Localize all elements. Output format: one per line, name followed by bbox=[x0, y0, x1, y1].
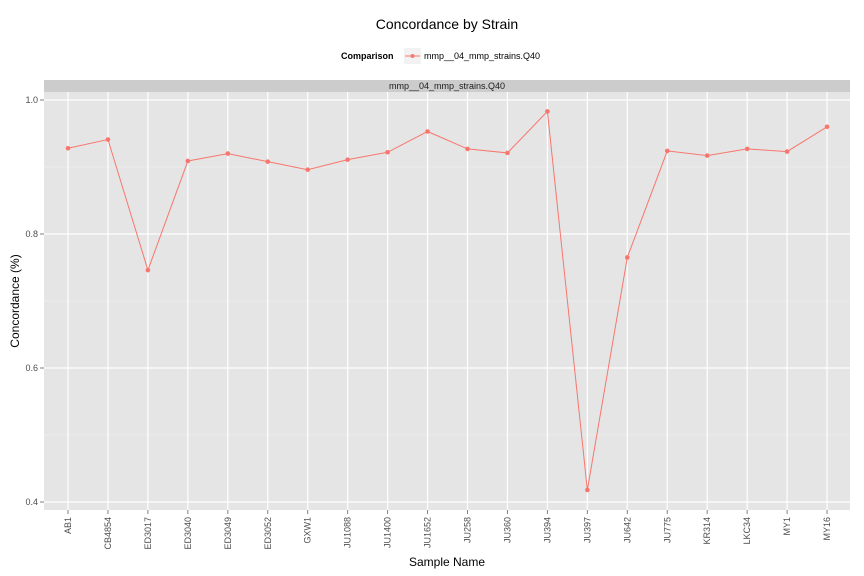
x-tick-label: CB4854 bbox=[103, 517, 113, 550]
data-point bbox=[225, 151, 231, 156]
facet-strip: mmp__04_mmp_strains.Q40 bbox=[44, 80, 850, 92]
data-point bbox=[784, 149, 790, 154]
chart-title: Concordance by Strain bbox=[376, 16, 518, 32]
series-line bbox=[67, 110, 828, 491]
x-tick-label: GXW1 bbox=[303, 517, 313, 544]
data-point bbox=[664, 148, 670, 154]
x-tick-label: MY16 bbox=[822, 517, 832, 541]
x-axis-title: Sample Name bbox=[409, 555, 485, 569]
axes: 0.4 0.6 0.8 1.0 AB1 CB4854 ED3017 ED3040 ED3049 E… bbox=[25, 95, 832, 550]
x-tick-label: ED3052 bbox=[263, 517, 273, 550]
y-axis-title: Concordance (%) bbox=[8, 254, 22, 347]
x-tick-label: ED3049 bbox=[223, 517, 233, 550]
x-tick-label: MY1 bbox=[782, 517, 792, 536]
facet-strip-background bbox=[44, 80, 850, 92]
data-point bbox=[145, 267, 151, 273]
facet-strip-label: mmp__04_mmp_strains.Q40 bbox=[389, 81, 505, 91]
data-point bbox=[625, 255, 630, 260]
x-tick-label: JU1088 bbox=[343, 517, 353, 548]
data-point bbox=[425, 129, 430, 134]
data-point bbox=[265, 159, 271, 164]
x-tick-label: JU775 bbox=[662, 517, 672, 543]
data-point bbox=[744, 146, 750, 152]
legend-title: Comparison bbox=[341, 51, 394, 61]
data-point bbox=[585, 487, 590, 493]
data-point bbox=[704, 153, 710, 158]
y-tick-label: 0.8 bbox=[25, 229, 38, 239]
data-point bbox=[545, 109, 550, 114]
data-point bbox=[385, 149, 390, 155]
x-tick-label: LKC34 bbox=[742, 517, 752, 545]
x-tick-label: KR314 bbox=[702, 517, 712, 545]
x-tick-label: ED3040 bbox=[183, 517, 193, 550]
x-tick-label: JU1652 bbox=[423, 517, 433, 548]
legend: Comparison mmp__04_mmp_strains.Q40 bbox=[341, 48, 540, 64]
data-point bbox=[824, 124, 830, 130]
legend-key-point bbox=[410, 54, 415, 58]
data-point bbox=[345, 157, 350, 162]
data-point bbox=[305, 167, 311, 172]
y-tick-label: 0.4 bbox=[25, 497, 38, 507]
y-tick-label: 1.0 bbox=[25, 95, 38, 105]
x-tick-label: JU360 bbox=[502, 517, 512, 543]
x-tick-label: JU642 bbox=[622, 517, 632, 543]
legend-label: mmp__04_mmp_strains.Q40 bbox=[424, 51, 540, 61]
data-point bbox=[465, 146, 470, 152]
x-tick-label: ED3017 bbox=[143, 517, 153, 550]
x-tick-label: JU394 bbox=[542, 517, 552, 543]
y-tick-label: 0.6 bbox=[25, 363, 38, 373]
data-point bbox=[105, 137, 111, 142]
x-tick-label: JU397 bbox=[582, 517, 592, 543]
x-tick-label: AB1 bbox=[63, 517, 73, 534]
data-point bbox=[65, 145, 71, 151]
data-point bbox=[185, 158, 191, 164]
x-tick-label: JU1400 bbox=[383, 517, 393, 548]
x-tick-label: JU258 bbox=[463, 517, 473, 543]
data-series bbox=[65, 109, 830, 493]
data-point bbox=[505, 150, 510, 156]
